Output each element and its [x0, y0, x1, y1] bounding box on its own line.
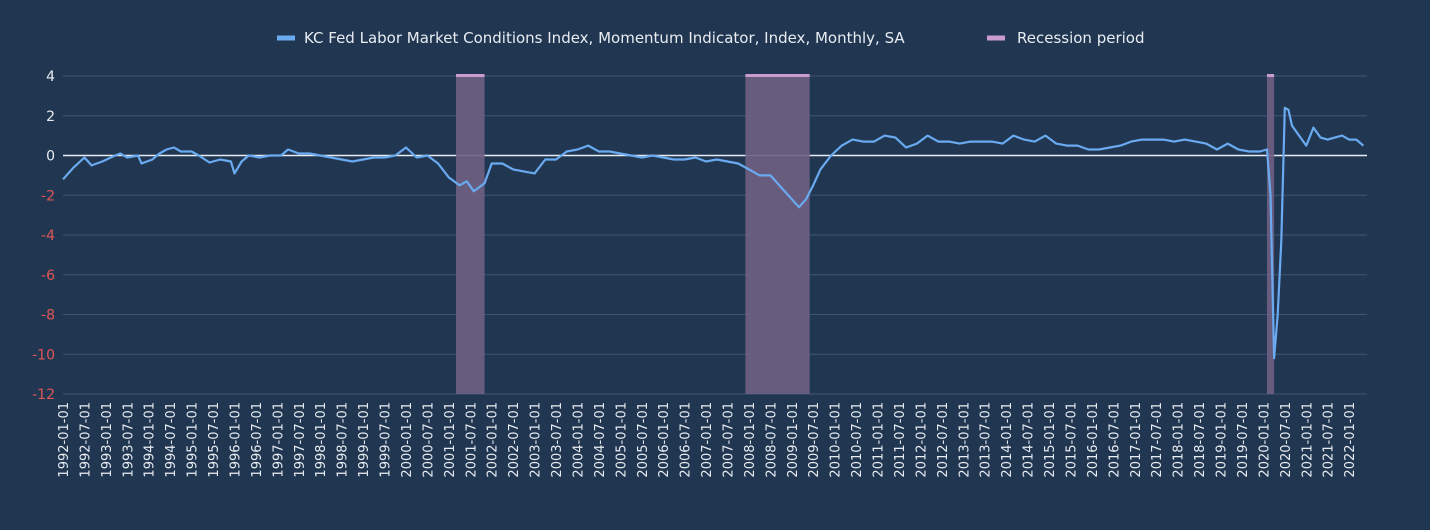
x-tick-label: 1993-01-01: [100, 402, 115, 478]
x-tick-label: 2019-07-01: [1236, 402, 1251, 478]
y-tick-label: -4: [41, 228, 55, 244]
x-tick-label: 2004-07-01: [593, 402, 608, 478]
x-tick-label: 2014-07-01: [1022, 402, 1037, 478]
x-tick-label: 2008-01-01: [743, 402, 758, 478]
x-tick-label: 2011-07-01: [893, 402, 908, 478]
y-tick-label: 0: [46, 149, 55, 165]
x-tick-label: 2020-07-01: [1279, 402, 1294, 478]
x-tick-label: 2018-01-01: [1172, 402, 1187, 478]
x-tick-label: 2021-01-01: [1300, 402, 1315, 478]
x-tick-label: 1996-07-01: [250, 402, 265, 478]
x-tick-label: 2007-07-01: [722, 402, 737, 478]
x-tick-label: 2005-01-01: [614, 402, 629, 478]
series-line: [62, 106, 1365, 360]
x-tick-label: 2015-07-01: [1064, 402, 1079, 478]
x-tick-label: 2013-07-01: [979, 402, 994, 478]
x-tick-label: 2012-07-01: [936, 402, 951, 478]
x-tick-label: 2002-01-01: [486, 402, 501, 478]
x-tick-label: 2014-01-01: [1000, 402, 1015, 478]
x-tick-label: 1992-07-01: [78, 402, 93, 478]
x-tick-label: 2021-07-01: [1322, 402, 1337, 478]
x-tick-label: 2001-07-01: [464, 402, 479, 478]
x-tick-label: 2018-07-01: [1193, 402, 1208, 478]
x-tick-label: 2005-07-01: [636, 402, 651, 478]
x-tick-label: 1994-01-01: [143, 402, 158, 478]
y-tick-label: -12: [32, 387, 55, 403]
legend-label-series: KC Fed Labor Market Conditions Index, Mo…: [304, 29, 905, 47]
x-tick-label: 2000-01-01: [400, 402, 415, 478]
x-tick-label: 2003-01-01: [529, 402, 544, 478]
y-tick-label: -10: [32, 347, 55, 363]
x-tick-label: 2010-07-01: [850, 402, 865, 478]
x-tick-label: 1996-01-01: [228, 402, 243, 478]
recession-band: [745, 76, 810, 394]
x-tick-label: 2009-07-01: [807, 402, 822, 478]
recession-layer: [455, 74, 1275, 394]
recession-band-top: [1266, 74, 1275, 77]
x-tick-label: 1999-01-01: [357, 402, 372, 478]
x-tick-label: 2006-01-01: [657, 402, 672, 478]
x-tick-label: 2017-01-01: [1129, 402, 1144, 478]
x-tick-label: 2010-01-01: [829, 402, 844, 478]
recession-band: [455, 76, 485, 394]
x-tick-label: 2015-01-01: [1043, 402, 1058, 478]
x-tick-label: 2008-07-01: [764, 402, 779, 478]
legend-label-recession: Recession period: [1017, 29, 1145, 47]
x-tick-label: 2009-01-01: [786, 402, 801, 478]
recession-band-top: [455, 74, 485, 77]
x-tick-label: 1995-01-01: [186, 402, 201, 478]
y-tick-label: -6: [41, 268, 55, 284]
x-tick-label: 2017-07-01: [1150, 402, 1165, 478]
x-tick-label: 2003-07-01: [550, 402, 565, 478]
x-tick-label: 1994-07-01: [164, 402, 179, 478]
x-tick-label: 2000-07-01: [421, 402, 436, 478]
x-tick-label: 2020-01-01: [1257, 402, 1272, 478]
x-tick-label: 2022-01-01: [1343, 402, 1358, 478]
x-tick-label: 1997-07-01: [293, 402, 308, 478]
x-tick-label: 2013-01-01: [957, 402, 972, 478]
x-tick-label: 2007-01-01: [700, 402, 715, 478]
recession-band-top: [745, 74, 810, 77]
x-tick-label: 1992-01-01: [57, 402, 72, 478]
x-tick-label: 1993-07-01: [121, 402, 136, 478]
x-tick-label: 2016-07-01: [1107, 402, 1122, 478]
series-layer: [62, 106, 1365, 360]
x-tick-label: 2011-01-01: [872, 402, 887, 478]
x-tick-label: 2001-01-01: [443, 402, 458, 478]
legend: KC Fed Labor Market Conditions Index, Mo…: [277, 29, 1145, 47]
x-tick-label: 1998-01-01: [314, 402, 329, 478]
x-tick-label: 2019-01-01: [1215, 402, 1230, 478]
x-tick-label: 2002-07-01: [507, 402, 522, 478]
x-tick-label: 1997-01-01: [271, 402, 286, 478]
y-tick-label: 4: [46, 69, 55, 85]
x-tick-label: 2012-01-01: [914, 402, 929, 478]
x-tick-label: 1998-07-01: [336, 402, 351, 478]
y-tick-label: 2: [46, 109, 55, 125]
x-tick-label: 2004-01-01: [571, 402, 586, 478]
x-tick-label: 2006-07-01: [679, 402, 694, 478]
grid-layer: [63, 75, 1367, 395]
x-tick-label: 2016-01-01: [1086, 402, 1101, 478]
y-tick-label: -8: [41, 308, 55, 324]
y-tick-label: -2: [41, 188, 55, 204]
x-tick-label: 1999-07-01: [379, 402, 394, 478]
x-tick-label: 1995-07-01: [207, 402, 222, 478]
